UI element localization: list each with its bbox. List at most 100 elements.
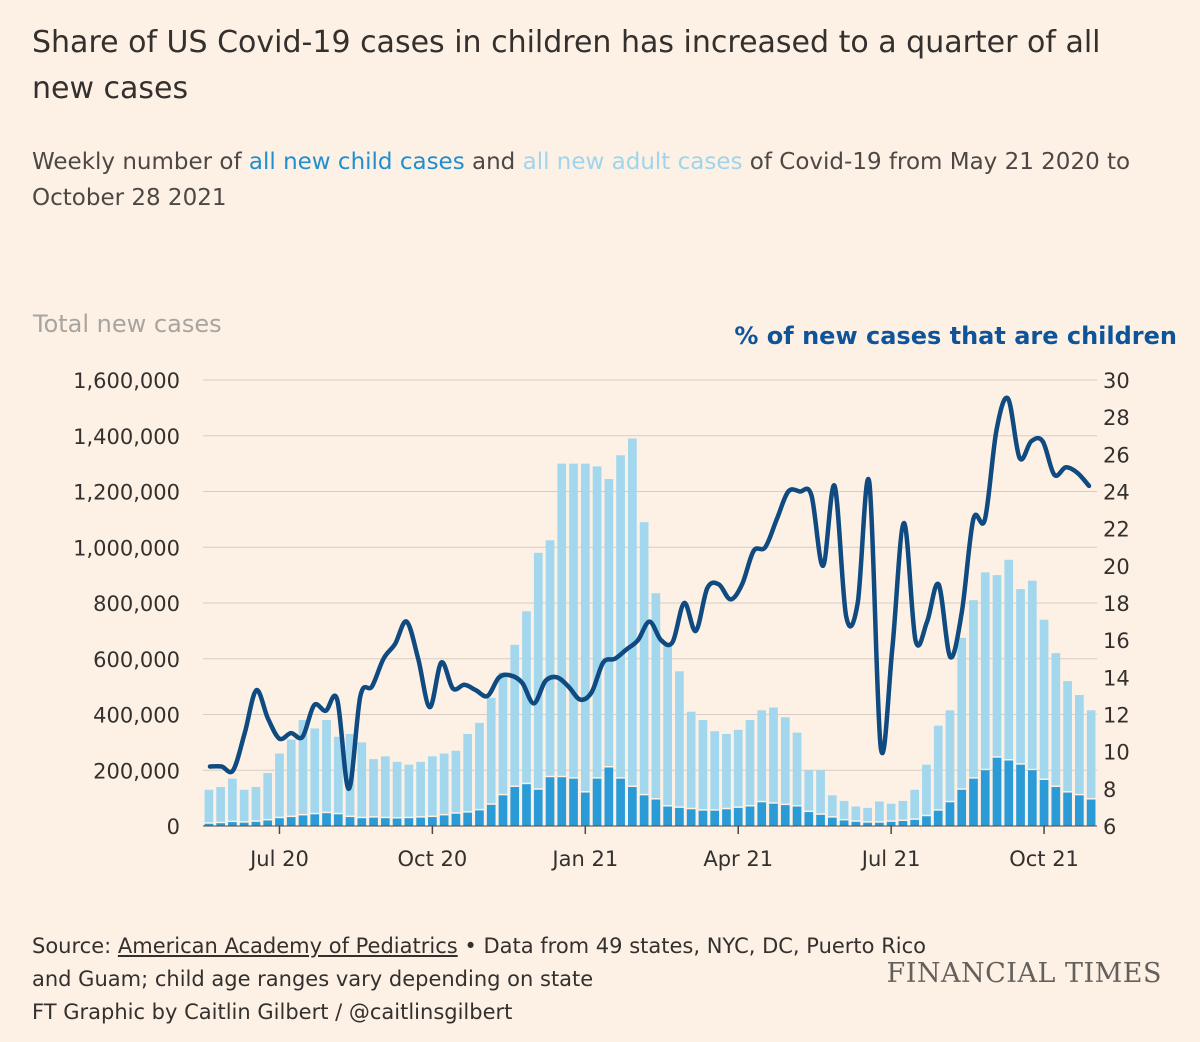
child-cases-bar [863,822,872,826]
adult-cases-bar [980,572,990,769]
child-cases-bar [392,818,402,826]
y-right-tick-label: 12 [1103,704,1130,728]
child-cases-bar [369,817,378,826]
subtitle-child-label: all new child cases [248,149,465,175]
y-right-tick-label: 30 [1103,369,1130,393]
adult-cases-bar [733,729,743,807]
child-cases-bar [1051,786,1061,826]
child-cases-bar [298,815,308,826]
child-cases-bar [1086,799,1096,826]
x-tick-label: Apr 21 [703,847,773,871]
credit-line: FT Graphic by Caitlin Gilbert / @caitlin… [32,1000,513,1024]
child-cases-bar [475,810,484,826]
child-cases-bar [992,757,1002,826]
adult-cases-bar [557,463,567,776]
child-cases-bar [439,815,449,826]
adult-cases-bar [769,707,778,803]
source-rest: • Data from 49 states, NYC, DC, Puerto R… [32,934,927,991]
adult-cases-bar [827,795,837,817]
child-cases-bar [216,823,225,826]
x-tick-label: Oct 21 [1009,847,1079,871]
source-link[interactable]: American Academy of Pediatrics [117,934,458,958]
adult-cases-bar [533,552,543,789]
child-cases-bar [416,817,425,826]
y-right-ticks: 6 8 10 12 14 16 18 20 22 24 26 28 30 [1103,369,1130,839]
child-cases-bar [710,810,720,826]
adult-cases-bar [263,773,273,819]
adult-cases-bar [310,728,320,813]
child-cases-bar [745,806,755,826]
child-cases-bar [675,807,684,826]
child-cases-bar [957,789,967,826]
child-cases-bar [769,803,778,826]
adult-cases-bar [698,720,708,810]
source-label: Source: [32,934,118,958]
child-cases-bar [486,804,496,826]
child-cases-bar [533,789,543,826]
y-left-tick-label: 1,400,000 [73,425,180,449]
child-cases-bar [204,823,214,826]
y-right-tick-label: 28 [1103,406,1130,430]
child-cases-bar [969,778,978,826]
child-cases-bar [604,767,614,826]
adult-cases-bar [804,770,814,811]
child-cases-bar [275,818,284,826]
adult-cases-bar [510,644,520,786]
child-cases-bar [698,810,708,826]
adult-cases-bar [886,803,896,821]
adult-cases-bar [298,720,308,814]
adult-cases-bar [357,742,367,817]
y-left-tick-label: 600,000 [93,648,180,672]
adult-cases-bar [428,756,437,816]
adult-cases-bar [663,644,672,805]
child-cases-bar [1063,792,1072,826]
child-cases-bar [463,812,473,826]
child-cases-bar [580,792,590,826]
child-cases-bar [804,812,814,826]
y-left-tick-label: 0 [167,815,180,839]
adult-cases-bar [392,761,402,817]
adult-cases-bar [216,786,225,822]
adult-cases-bar [1075,694,1084,794]
child-cases-bar [733,807,743,826]
y-left-tick-label: 800,000 [93,592,180,616]
y-left-tick-label: 200,000 [93,759,180,783]
child-cases-bar [310,814,320,826]
adult-cases-bar [745,720,755,805]
adult-cases-bar [1063,681,1072,792]
chart-subtitle: Weekly number of all new child cases and… [32,144,1172,216]
child-cases-bar [792,806,802,826]
y-left-tick-label: 1,200,000 [73,481,180,505]
child-cases-bar [686,809,696,826]
chart-title: Share of US Covid-19 cases in children h… [32,25,1101,106]
adult-cases-bar [1039,619,1049,779]
y-right-tick-label: 14 [1103,666,1130,690]
child-cases-bar [980,770,990,826]
subtitle-prefix: Weekly number of [32,149,249,175]
y-left-axis-title: Total new cases [32,310,222,338]
adult-cases-bar [816,770,825,814]
adult-cases-bar [463,734,473,812]
adult-cases-bar [486,697,496,804]
y-left-tick-label: 400,000 [93,704,180,728]
y-right-tick-label: 24 [1103,481,1130,505]
adult-cases-bar [275,753,284,817]
adult-cases-bar [239,789,249,822]
child-cases-bar [945,802,955,826]
adult-cases-bar [710,731,720,810]
y-right-axis-title: % of new cases that are children [734,322,1177,350]
adult-cases-bar [780,717,790,804]
y-right-tick-label: 18 [1103,592,1130,616]
adult-cases-bar [863,807,872,822]
child-cases-bar [757,802,767,826]
y-left-tick-label: 1,600,000 [73,369,180,393]
source-note: Source: American Academy of Pediatrics •… [32,930,932,1029]
adult-cases-bar [286,739,296,816]
adult-cases-bar [545,540,555,776]
child-cases-bar [251,821,261,826]
child-cases-bar [557,777,567,826]
subtitle-middle: and [464,149,523,175]
adult-cases-bar [757,710,767,801]
child-cases-bar [345,817,355,826]
adult-cases-bar [910,789,920,819]
